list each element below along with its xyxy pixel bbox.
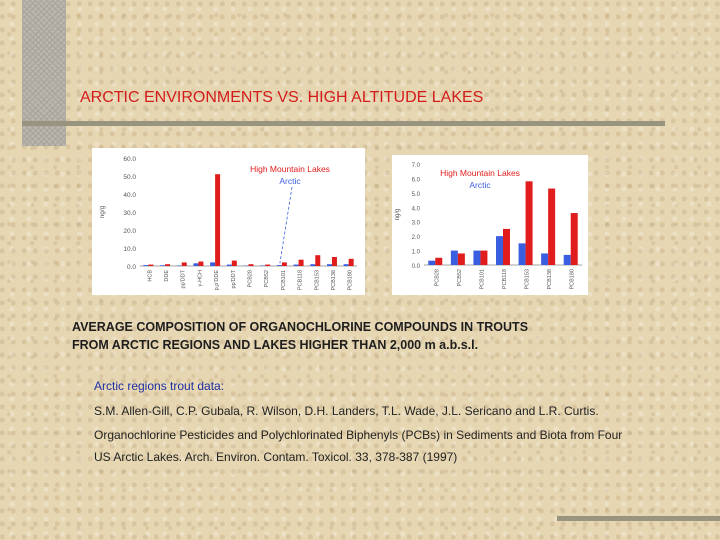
bar-high-mountain (503, 228, 510, 265)
bar-arctic (343, 264, 349, 266)
y-tick-label: 60.0 (123, 156, 136, 163)
bar-high-mountain (298, 259, 304, 266)
bar-high-mountain (215, 174, 221, 266)
y-tick-label: 0.0 (412, 264, 421, 270)
bar-arctic (473, 250, 481, 265)
x-tick-label: PCB28 (248, 270, 254, 287)
top-rule (22, 121, 665, 126)
bar-high-mountain (525, 181, 533, 265)
y-tick-label: 3.0 (412, 221, 421, 227)
bar-high-mountain (315, 255, 321, 266)
y-tick-label: 2.0 (412, 235, 421, 241)
y-tick-label: 30.0 (123, 210, 136, 217)
bar-arctic (450, 250, 458, 265)
x-tick-label: PCB180 (570, 269, 576, 290)
y-tick-label: 10.0 (123, 246, 136, 253)
bar-high-mountain (165, 264, 171, 266)
x-tick-label: PCB118 (502, 269, 508, 289)
bar-high-mountain (231, 260, 237, 266)
reference-line-2: Organochlorine Pesticides and Polychlori… (94, 428, 623, 442)
bar-high-mountain (570, 213, 578, 265)
arctic-pointer-line (279, 186, 293, 264)
caption-line-2: FROM ARCTIC REGIONS AND LAKES HIGHER THA… (72, 338, 479, 352)
bar-high-mountain (348, 258, 354, 266)
bar-high-mountain (248, 264, 254, 266)
bar-arctic (260, 265, 266, 266)
bar-arctic (193, 263, 199, 266)
y-tick-label: 5.0 (412, 192, 421, 198)
y-tick-label: 20.0 (123, 228, 136, 235)
bar-high-mountain (435, 257, 443, 265)
legend-high-mountain: High Mountain Lakes (250, 164, 330, 174)
caption-line-1: AVERAGE COMPOSITION OF ORGANOCHLORINE CO… (72, 320, 529, 334)
bar-high-mountain (281, 262, 287, 266)
bar-arctic (326, 264, 332, 266)
y-axis-label: ng/g (395, 209, 401, 221)
chart-svg: 0.0 1.0 2.0 3.0 4.0 5.0 6.0 7.0 ng/g PCB28 PCB52 PC… (395, 163, 582, 290)
chart-svg: 0.0 10.0 20.0 30.0 40.0 50.0 60.0 ng/g HCB DDE pp'… (99, 156, 357, 291)
bar-high-mountain (480, 250, 488, 265)
reference-heading: Arctic regions trout data: (94, 379, 225, 393)
x-tick-label: PCB52 (264, 270, 270, 287)
y-tick-label: 40.0 (123, 192, 136, 199)
x-tick-label: PCB28 (434, 269, 440, 286)
x-tick-label: PCB52 (457, 269, 463, 286)
bar-arctic (210, 262, 216, 266)
slide-caption: AVERAGE COMPOSITION OF ORGANOCHLORINE CO… (72, 318, 632, 354)
y-tick-label: 6.0 (412, 177, 421, 183)
bar-high-mountain (331, 257, 337, 266)
x-tick-label: PCB180 (348, 270, 354, 291)
x-tick-label: pp'DDT (181, 269, 187, 288)
bar-arctic (541, 253, 549, 265)
bar-arctic (160, 265, 166, 266)
bar-arctic (518, 243, 526, 265)
x-tick-label: DDE (164, 270, 170, 282)
bar-high-mountain (181, 262, 187, 266)
bar-arctic (226, 264, 232, 266)
x-tick-label: PCB101 (281, 270, 287, 291)
x-tick-label: pp'DDT (231, 269, 237, 288)
bar-arctic (310, 264, 316, 266)
x-tick-label: PCB101 (479, 269, 485, 290)
x-tick-label: γ-HCH (197, 270, 203, 287)
bar-arctic (496, 236, 503, 265)
bar-high-mountain (148, 264, 154, 266)
y-tick-label: 50.0 (123, 174, 136, 181)
y-tick-label: 0.0 (127, 264, 136, 271)
slide-title: ARCTIC ENVIRONMENTS VS. HIGH ALTITUDE LA… (80, 89, 484, 106)
x-tick-label: PCB138 (331, 270, 337, 291)
legend-high-mountain: High Mountain Lakes (440, 168, 520, 178)
bar-arctic (176, 265, 182, 266)
bar-high-mountain (198, 261, 204, 266)
bar-arctic (293, 264, 299, 266)
reference-line-1: S.M. Allen-Gill, C.P. Gubala, R. Wilson,… (94, 404, 599, 418)
x-tick-label: PCB153 (314, 270, 320, 291)
y-tick-label: 1.0 (412, 250, 421, 256)
x-tick-label: PCB138 (547, 269, 553, 290)
y-tick-label: 7.0 (412, 163, 421, 169)
chart-all-compounds: 0.0 10.0 20.0 30.0 40.0 50.0 60.0 ng/g HCB DDE pp'… (92, 148, 365, 295)
bar-arctic (563, 254, 571, 265)
x-tick-label: PCB118 (298, 270, 304, 290)
x-tick-label: HCB (147, 270, 153, 282)
x-tick-label: p,p'DDE (214, 270, 220, 291)
bar-arctic (276, 265, 282, 266)
bar-high-mountain (457, 253, 465, 265)
bar-high-mountain (548, 188, 556, 265)
bar-arctic (143, 265, 149, 266)
reference-line-3: US Arctic Lakes. Arch. Environ. Contam. … (94, 450, 458, 464)
legend-arctic: Arctic (469, 180, 491, 190)
bottom-rule (557, 516, 720, 521)
legend-arctic: Arctic (279, 176, 301, 186)
y-tick-label: 4.0 (412, 206, 421, 212)
y-axis-label: ng/g (99, 205, 106, 218)
chart-pcb-congeners: 0.0 1.0 2.0 3.0 4.0 5.0 6.0 7.0 ng/g PCB28 PCB52 PC… (392, 155, 588, 295)
bar-arctic (428, 260, 436, 265)
x-tick-label: PCB153 (525, 269, 531, 290)
bar-high-mountain (265, 264, 271, 266)
